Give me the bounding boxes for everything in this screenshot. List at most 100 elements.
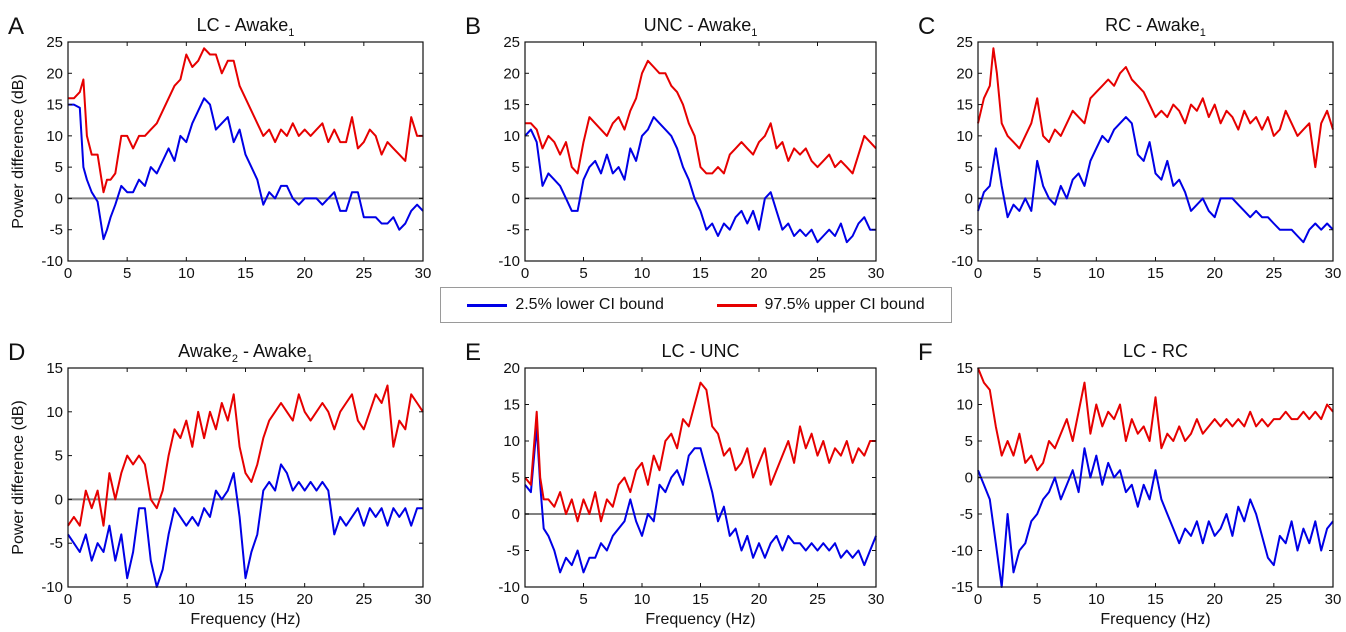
y-tick-label: -10 — [951, 253, 973, 270]
chart-panel-d: 0 5 10 15 20 25 30 -10 -5 0 5 10 15 D Awake2 - Awake1 F… — [8, 339, 431, 628]
x-tick-label: 25 — [1265, 591, 1282, 608]
legend-label-lower: 2.5% lower CI bound — [515, 296, 664, 313]
y-tick-label: 0 — [512, 190, 520, 207]
panel-letter: F — [918, 339, 933, 366]
x-tick-label: 5 — [123, 591, 131, 608]
y-tick-label: 10 — [46, 404, 63, 421]
y-tick-label: -5 — [50, 535, 63, 552]
x-axis-label: Frequency (Hz) — [190, 611, 300, 628]
y-tick-label: 15 — [46, 360, 63, 377]
y-tick-label: 10 — [503, 128, 520, 145]
x-tick-label: 20 — [751, 591, 768, 608]
x-tick-label: 20 — [1206, 265, 1223, 282]
x-tick-label: 15 — [1147, 591, 1164, 608]
legend-swatch-upper — [716, 303, 757, 307]
chart-title-part: LC - Awake — [197, 15, 289, 35]
x-tick-label: 25 — [1265, 265, 1282, 282]
x-tick-label: 15 — [692, 591, 709, 608]
y-tick-label: -10 — [951, 543, 973, 560]
chart-title-part: LC - UNC — [661, 341, 739, 361]
x-tick-label: 20 — [751, 265, 768, 282]
series-line-lower — [68, 97, 424, 241]
x-tick-label: 5 — [123, 265, 131, 282]
y-tick-label: -5 — [50, 222, 63, 239]
x-tick-label: 10 — [1088, 265, 1105, 282]
panel-letter: C — [918, 13, 935, 40]
x-tick-label: 10 — [634, 265, 651, 282]
x-tick-label: 30 — [868, 265, 885, 282]
y-tick-label: 5 — [965, 433, 973, 450]
chart-title-part: - Awake — [238, 341, 307, 361]
y-tick-label: -15 — [951, 579, 973, 596]
y-tick-label: -10 — [498, 579, 520, 596]
series-line-lower — [524, 425, 877, 574]
series-line-upper — [68, 47, 423, 194]
y-tick-label: 5 — [512, 159, 520, 176]
series-line-upper — [67, 384, 424, 527]
axes-box — [977, 41, 1334, 262]
y-tick-label: 0 — [55, 190, 63, 207]
x-tick-label: 30 — [415, 591, 432, 608]
y-axis-label: Power difference (dB) — [10, 400, 27, 554]
x-tick-label: 25 — [809, 591, 826, 608]
y-tick-label: 15 — [956, 97, 973, 114]
chart-title-subscript: 1 — [751, 27, 757, 39]
x-axis-label: Frequency (Hz) — [1100, 611, 1210, 628]
chart-title-part: LC - RC — [1123, 341, 1188, 361]
legend-swatch-lower — [467, 303, 508, 307]
x-tick-label: 25 — [809, 265, 826, 282]
x-tick-label: 0 — [974, 591, 982, 608]
x-tick-label: 15 — [237, 265, 254, 282]
legend-label-upper: 97.5% upper CI bound — [764, 296, 925, 313]
x-tick-label: 15 — [1147, 265, 1164, 282]
series-line-upper — [977, 47, 1334, 169]
y-tick-label: -10 — [41, 579, 63, 596]
x-tick-label: 10 — [1088, 591, 1105, 608]
chart-panel-f: 0 5 10 15 20 25 30 -15 -10 -5 0 5 10 15 F LC - RC Freque… — [918, 339, 1341, 628]
x-tick-label: 0 — [64, 591, 72, 608]
x-tick-label: 20 — [1206, 591, 1223, 608]
y-tick-label: 15 — [503, 397, 520, 414]
y-tick-label: 0 — [512, 506, 520, 523]
legend-item-lower: 2.5% lower CI bound — [467, 296, 664, 314]
y-tick-label: -5 — [960, 222, 973, 239]
y-tick-label: 15 — [503, 97, 520, 114]
chart-title: Awake2 - Awake1 — [178, 341, 313, 365]
chart-title: LC - Awake1 — [197, 15, 295, 39]
x-tick-label: 0 — [64, 265, 72, 282]
x-tick-label: 5 — [579, 265, 587, 282]
y-tick-label: 5 — [55, 159, 63, 176]
y-tick-label: -5 — [507, 543, 520, 560]
chart-panel-e: 0 5 10 15 20 25 30 -10 -5 0 5 10 15 20 E LC - UNC Freque… — [465, 339, 884, 628]
y-tick-label: -10 — [498, 253, 520, 270]
y-axis-label: Power difference (dB) — [10, 74, 27, 228]
chart-title: UNC - Awake1 — [644, 15, 758, 39]
x-tick-label: 30 — [1325, 591, 1342, 608]
x-tick-label: 5 — [1033, 265, 1041, 282]
y-tick-label: 25 — [503, 34, 520, 51]
y-tick-label: 10 — [956, 397, 973, 414]
y-tick-label: 10 — [503, 433, 520, 450]
chart-panel-a: 0 5 10 15 20 25 30 -10 -5 0 5 10 15 20 25 A LC - Awake1 P… — [8, 13, 431, 282]
y-tick-label: 0 — [965, 190, 973, 207]
series-line-lower — [977, 116, 1334, 244]
y-tick-label: 5 — [965, 159, 973, 176]
x-axis-label: Frequency (Hz) — [645, 611, 755, 628]
y-tick-label: 0 — [965, 470, 973, 487]
x-tick-label: 10 — [178, 265, 195, 282]
panel-letter: A — [8, 13, 24, 40]
x-tick-label: 25 — [355, 591, 372, 608]
y-tick-label: 15 — [46, 97, 63, 114]
y-tick-label: 20 — [956, 65, 973, 82]
x-tick-label: 10 — [634, 591, 651, 608]
series-line-lower — [524, 116, 876, 244]
x-tick-label: 5 — [579, 591, 587, 608]
y-tick-label: 5 — [512, 470, 520, 487]
y-tick-label: 10 — [46, 128, 63, 145]
chart-title: LC - UNC — [661, 341, 739, 361]
chart-title-subscript: 1 — [307, 353, 313, 365]
x-tick-label: 0 — [521, 591, 529, 608]
y-tick-label: -5 — [507, 222, 520, 239]
chart-title-subscript: 2 — [232, 353, 238, 365]
